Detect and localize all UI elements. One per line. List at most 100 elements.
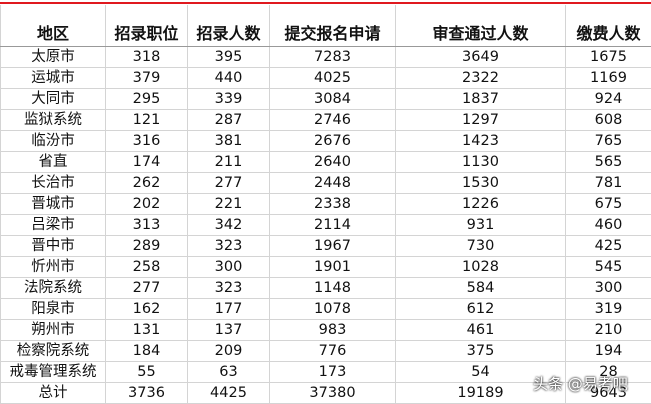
number-cell: 162	[105, 298, 188, 320]
number-cell: 173	[269, 361, 396, 383]
table-row: 检察院系统 184 209 776 375 194	[0, 340, 651, 362]
table-body: 太原市 318 395 7283 3649 1675 运城市 379 440 4025 2322 11…	[0, 46, 651, 404]
region-cell: 晋城市	[0, 193, 106, 215]
number-cell: 675	[565, 193, 651, 215]
header-row: 地区 招录职位 招录人数 提交报名申请 审查通过人数 缴费人数	[0, 5, 651, 47]
number-cell: 1148	[269, 277, 396, 299]
number-cell: 1837	[395, 88, 566, 110]
number-cell: 931	[395, 214, 566, 236]
number-cell: 584	[395, 277, 566, 299]
region-cell: 晋中市	[0, 235, 106, 257]
number-cell: 258	[105, 256, 188, 278]
number-cell: 781	[565, 172, 651, 194]
number-cell: 277	[187, 172, 270, 194]
number-cell: 131	[105, 319, 188, 341]
number-cell: 2448	[269, 172, 396, 194]
region-cell: 戒毒管理系统	[0, 361, 106, 383]
region-cell: 法院系统	[0, 277, 106, 299]
number-cell: 277	[105, 277, 188, 299]
number-cell: 174	[105, 151, 188, 173]
watermark: 头条 @易考吧	[533, 375, 628, 393]
number-cell: 1901	[269, 256, 396, 278]
region-cell: 检察院系统	[0, 340, 106, 362]
number-cell: 924	[565, 88, 651, 110]
region-cell: 监狱系统	[0, 109, 106, 131]
number-cell: 1423	[395, 130, 566, 152]
number-cell: 375	[395, 340, 566, 362]
number-cell: 440	[187, 67, 270, 89]
number-cell: 2338	[269, 193, 396, 215]
table-row: 法院系统 277 323 1148 584 300	[0, 277, 651, 299]
header-cell: 地区	[0, 5, 106, 47]
number-cell: 319	[565, 298, 651, 320]
number-cell: 287	[187, 109, 270, 131]
table-row: 临汾市 316 381 2676 1423 765	[0, 130, 651, 152]
number-cell: 565	[565, 151, 651, 173]
header-cell: 招录人数	[187, 5, 270, 47]
region-cell: 太原市	[0, 46, 106, 68]
number-cell: 608	[565, 109, 651, 131]
region-cell: 忻州市	[0, 256, 106, 278]
header-cell: 提交报名申请	[269, 5, 396, 47]
number-cell: 342	[187, 214, 270, 236]
table-row: 晋城市 202 221 2338 1226 675	[0, 193, 651, 215]
region-cell: 长治市	[0, 172, 106, 194]
table-row: 阳泉市 162 177 1078 612 319	[0, 298, 651, 320]
region-cell: 阳泉市	[0, 298, 106, 320]
table-row: 戒毒管理系统 55 63 173 54 28	[0, 361, 651, 383]
number-cell: 300	[187, 256, 270, 278]
number-cell: 4425	[187, 382, 270, 404]
number-cell: 1297	[395, 109, 566, 131]
number-cell: 316	[105, 130, 188, 152]
number-cell: 2676	[269, 130, 396, 152]
region-cell: 临汾市	[0, 130, 106, 152]
number-cell: 55	[105, 361, 188, 383]
number-cell: 461	[395, 319, 566, 341]
number-cell: 2640	[269, 151, 396, 173]
number-cell: 765	[565, 130, 651, 152]
region-cell: 运城市	[0, 67, 106, 89]
number-cell: 19189	[395, 382, 566, 404]
number-cell: 184	[105, 340, 188, 362]
table-row: 省直 174 211 2640 1130 565	[0, 151, 651, 173]
number-cell: 2322	[395, 67, 566, 89]
number-cell: 339	[187, 88, 270, 110]
table-row: 长治市 262 277 2448 1530 781	[0, 172, 651, 194]
top-rule	[0, 2, 651, 4]
number-cell: 323	[187, 235, 270, 257]
number-cell: 545	[565, 256, 651, 278]
number-cell: 1675	[565, 46, 651, 68]
number-cell: 730	[395, 235, 566, 257]
number-cell: 3736	[105, 382, 188, 404]
number-cell: 295	[105, 88, 188, 110]
number-cell: 7283	[269, 46, 396, 68]
number-cell: 1169	[565, 67, 651, 89]
region-cell: 省直	[0, 151, 106, 173]
number-cell: 313	[105, 214, 188, 236]
number-cell: 221	[187, 193, 270, 215]
header-cell: 审查通过人数	[395, 5, 566, 47]
number-cell: 289	[105, 235, 188, 257]
number-cell: 177	[187, 298, 270, 320]
number-cell: 381	[187, 130, 270, 152]
number-cell: 2114	[269, 214, 396, 236]
number-cell: 1967	[269, 235, 396, 257]
header-cell: 缴费人数	[565, 5, 651, 47]
number-cell: 1130	[395, 151, 566, 173]
number-cell: 1226	[395, 193, 566, 215]
number-cell: 4025	[269, 67, 396, 89]
number-cell: 379	[105, 67, 188, 89]
table-row: 监狱系统 121 287 2746 1297 608	[0, 109, 651, 131]
number-cell: 1530	[395, 172, 566, 194]
data-table: 地区 招录职位 招录人数 提交报名申请 审查通过人数 缴费人数 太原市 318 395 7283…	[0, 5, 651, 404]
number-cell: 1028	[395, 256, 566, 278]
number-cell: 318	[105, 46, 188, 68]
number-cell: 262	[105, 172, 188, 194]
table-row: 晋中市 289 323 1967 730 425	[0, 235, 651, 257]
number-cell: 63	[187, 361, 270, 383]
number-cell: 983	[269, 319, 396, 341]
number-cell: 3649	[395, 46, 566, 68]
table-row: 运城市 379 440 4025 2322 1169	[0, 67, 651, 89]
number-cell: 9643	[565, 382, 651, 404]
